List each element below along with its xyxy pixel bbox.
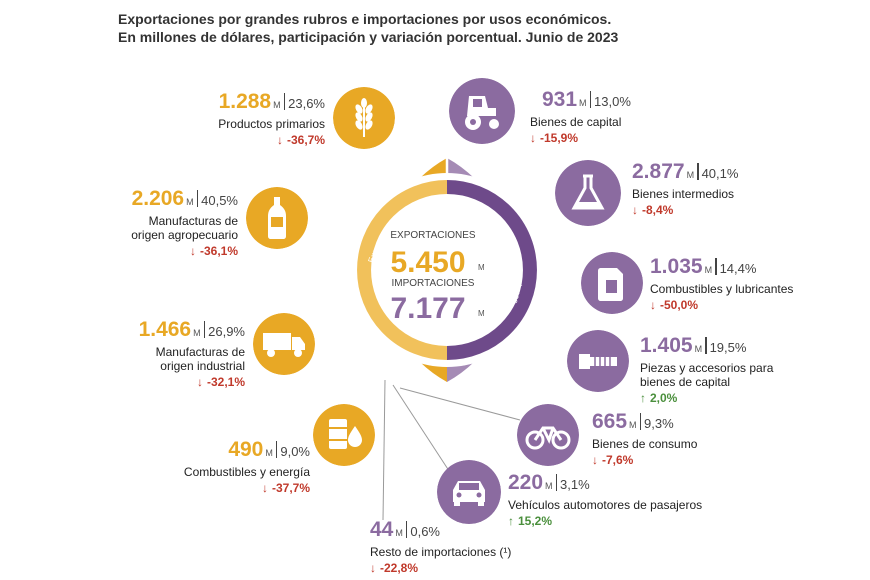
arrow-down-icon: ↓ <box>632 203 638 217</box>
tractor-icon <box>449 78 515 144</box>
import-item-resto: 44 M 0,6% Resto de importaciones (¹) ↓ -22,… <box>370 518 512 575</box>
export-label: Productos primarios <box>218 117 325 131</box>
center-exports-value: 5.450 <box>390 246 465 279</box>
connector-lines <box>382 379 521 521</box>
bolt-icon <box>567 330 629 392</box>
center-imports-unit: M <box>478 309 485 318</box>
bicycle-icon <box>517 404 579 466</box>
export-item-productos-primarios: 1.288 M 23,6% Productos primarios ↓ -36,7% <box>218 90 325 147</box>
import-label: Bienes de capital <box>530 115 622 129</box>
import-item-bienes-intermedios: 2.877 M 40,1% Bienes intermedios ↓ -8,4% <box>632 160 739 217</box>
export-label: Combustibles y energía <box>183 465 310 479</box>
arrow-up-icon: ↑ <box>640 391 646 405</box>
jerrycan-icon <box>581 252 643 314</box>
center-imports-label: IMPORTACIONES <box>392 278 475 289</box>
wheat-icon <box>333 87 395 149</box>
export-item-moa: 2.206 M 40,5% Manufacturas de origen agrop… <box>118 187 238 259</box>
import-item-combustibles-lubricantes: 1.035 M 14,4% Combustibles y lubricantes ↓… <box>650 255 794 312</box>
arrow-down-icon: ↓ <box>261 481 268 495</box>
export-label: Manufacturas de origen agropecuario <box>131 214 238 242</box>
center-exports-unit: M <box>478 263 485 272</box>
arrow-up-icon: ↑ <box>508 514 514 528</box>
center-imports-value: 7.177 <box>390 292 465 325</box>
arrow-down-icon: ↓ <box>530 131 536 145</box>
arrow-down-icon: ↓ <box>196 375 203 389</box>
arrow-down-icon: ↓ <box>650 298 656 312</box>
arrow-down-icon: ↓ <box>189 244 196 258</box>
import-label: Vehículos automotores de pasajeros <box>508 498 703 512</box>
import-item-bienes-consumo: 665 M 9,3% Bienes de consumo ↓ -7,6% <box>592 410 698 467</box>
import-item-vehiculos: 220 M 3,1% Vehículos automotores de pasaje… <box>508 471 703 528</box>
car-icon <box>437 460 501 524</box>
import-label: Piezas y accesorios para bienes de capit… <box>640 361 774 389</box>
import-item-bienes-capital: 931 M 13,0% Bienes de capital ↓ -15,9% <box>530 88 631 145</box>
arrow-down-icon: ↓ <box>370 561 376 575</box>
flask-icon <box>555 160 621 226</box>
arrow-down-icon: ↓ <box>592 453 598 467</box>
export-item-moi: 1.466 M 26,9% Manufacturas de origen indus… <box>138 318 245 389</box>
import-label: Bienes intermedios <box>632 187 735 201</box>
import-label: Resto de importaciones (¹) <box>370 545 512 559</box>
oil-drop-icon <box>313 404 375 466</box>
title-line-1: Exportaciones por grandes rubros e impor… <box>118 11 612 27</box>
inner-ring-exports <box>357 180 448 360</box>
bottle-icon <box>246 187 308 249</box>
inner-ring-imports <box>446 180 537 360</box>
truck-icon <box>253 313 315 375</box>
export-item-combustibles-energia: 490 M 9,0% Combustibles y energía ↓ -37,7% <box>183 438 310 495</box>
chart-title: Exportaciones por grandes rubros e impor… <box>118 10 618 46</box>
import-item-piezas-accesorios: 1.405 M 19,5% Piezas y accesorios para bie… <box>640 334 785 406</box>
export-label: Manufacturas de origen industrial <box>155 345 245 373</box>
import-label: Combustibles y lubricantes <box>650 282 794 296</box>
center-exports-label: EXPORTACIONES <box>390 230 476 241</box>
arrow-down-icon: ↓ <box>276 133 283 147</box>
title-line-2: En millones de dólares, participación y … <box>118 29 619 45</box>
import-label: Bienes de consumo <box>592 437 698 451</box>
